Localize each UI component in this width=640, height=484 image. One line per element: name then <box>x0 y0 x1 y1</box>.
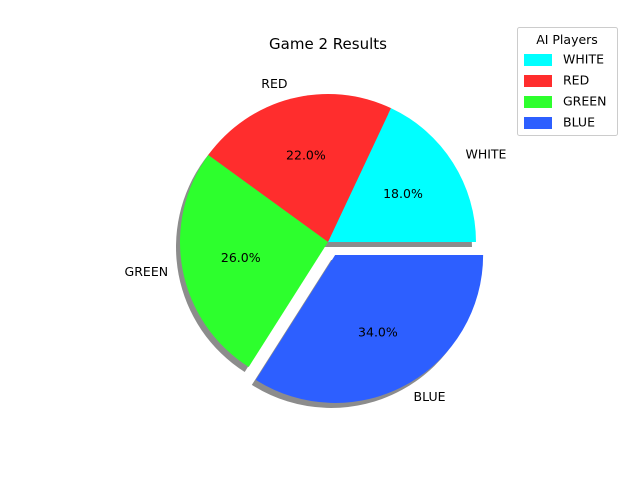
chart-title: Game 2 Results <box>269 35 387 53</box>
legend-label-blue: BLUE <box>563 115 595 130</box>
slice-labels: WHITE RED GREEN BLUE <box>125 76 507 404</box>
percent-label-red: 22.0% <box>286 147 326 162</box>
pie-slice-blue <box>255 254 484 403</box>
pie-slices <box>180 93 484 403</box>
pie-slice-white <box>328 108 477 242</box>
slice-label-green: GREEN <box>125 264 169 279</box>
percent-label-green: 26.0% <box>221 250 261 265</box>
slice-label-blue: BLUE <box>414 389 446 404</box>
percent-label-white: 18.0% <box>383 186 423 201</box>
legend-label-white: WHITE <box>563 52 604 67</box>
legend-swatch-green <box>524 96 552 108</box>
legend-title: AI Players <box>536 32 598 47</box>
pie-slice-red <box>208 93 392 242</box>
legend-swatch-blue <box>524 117 552 129</box>
legend-label-green: GREEN <box>563 94 607 109</box>
pie-slice-green <box>180 155 328 367</box>
legend: AI Players WHITE RED GREEN BLUE <box>517 27 618 136</box>
slice-label-red: RED <box>261 76 287 91</box>
slice-label-white: WHITE <box>465 146 506 161</box>
percent-labels: 18.0% 22.0% 26.0% 34.0% <box>221 147 423 339</box>
legend-swatch-red <box>524 75 552 87</box>
percent-label-blue: 34.0% <box>358 324 398 339</box>
legend-entries: WHITE RED GREEN BLUE <box>524 52 607 130</box>
legend-swatch-white <box>524 54 552 66</box>
legend-label-red: RED <box>563 73 589 88</box>
